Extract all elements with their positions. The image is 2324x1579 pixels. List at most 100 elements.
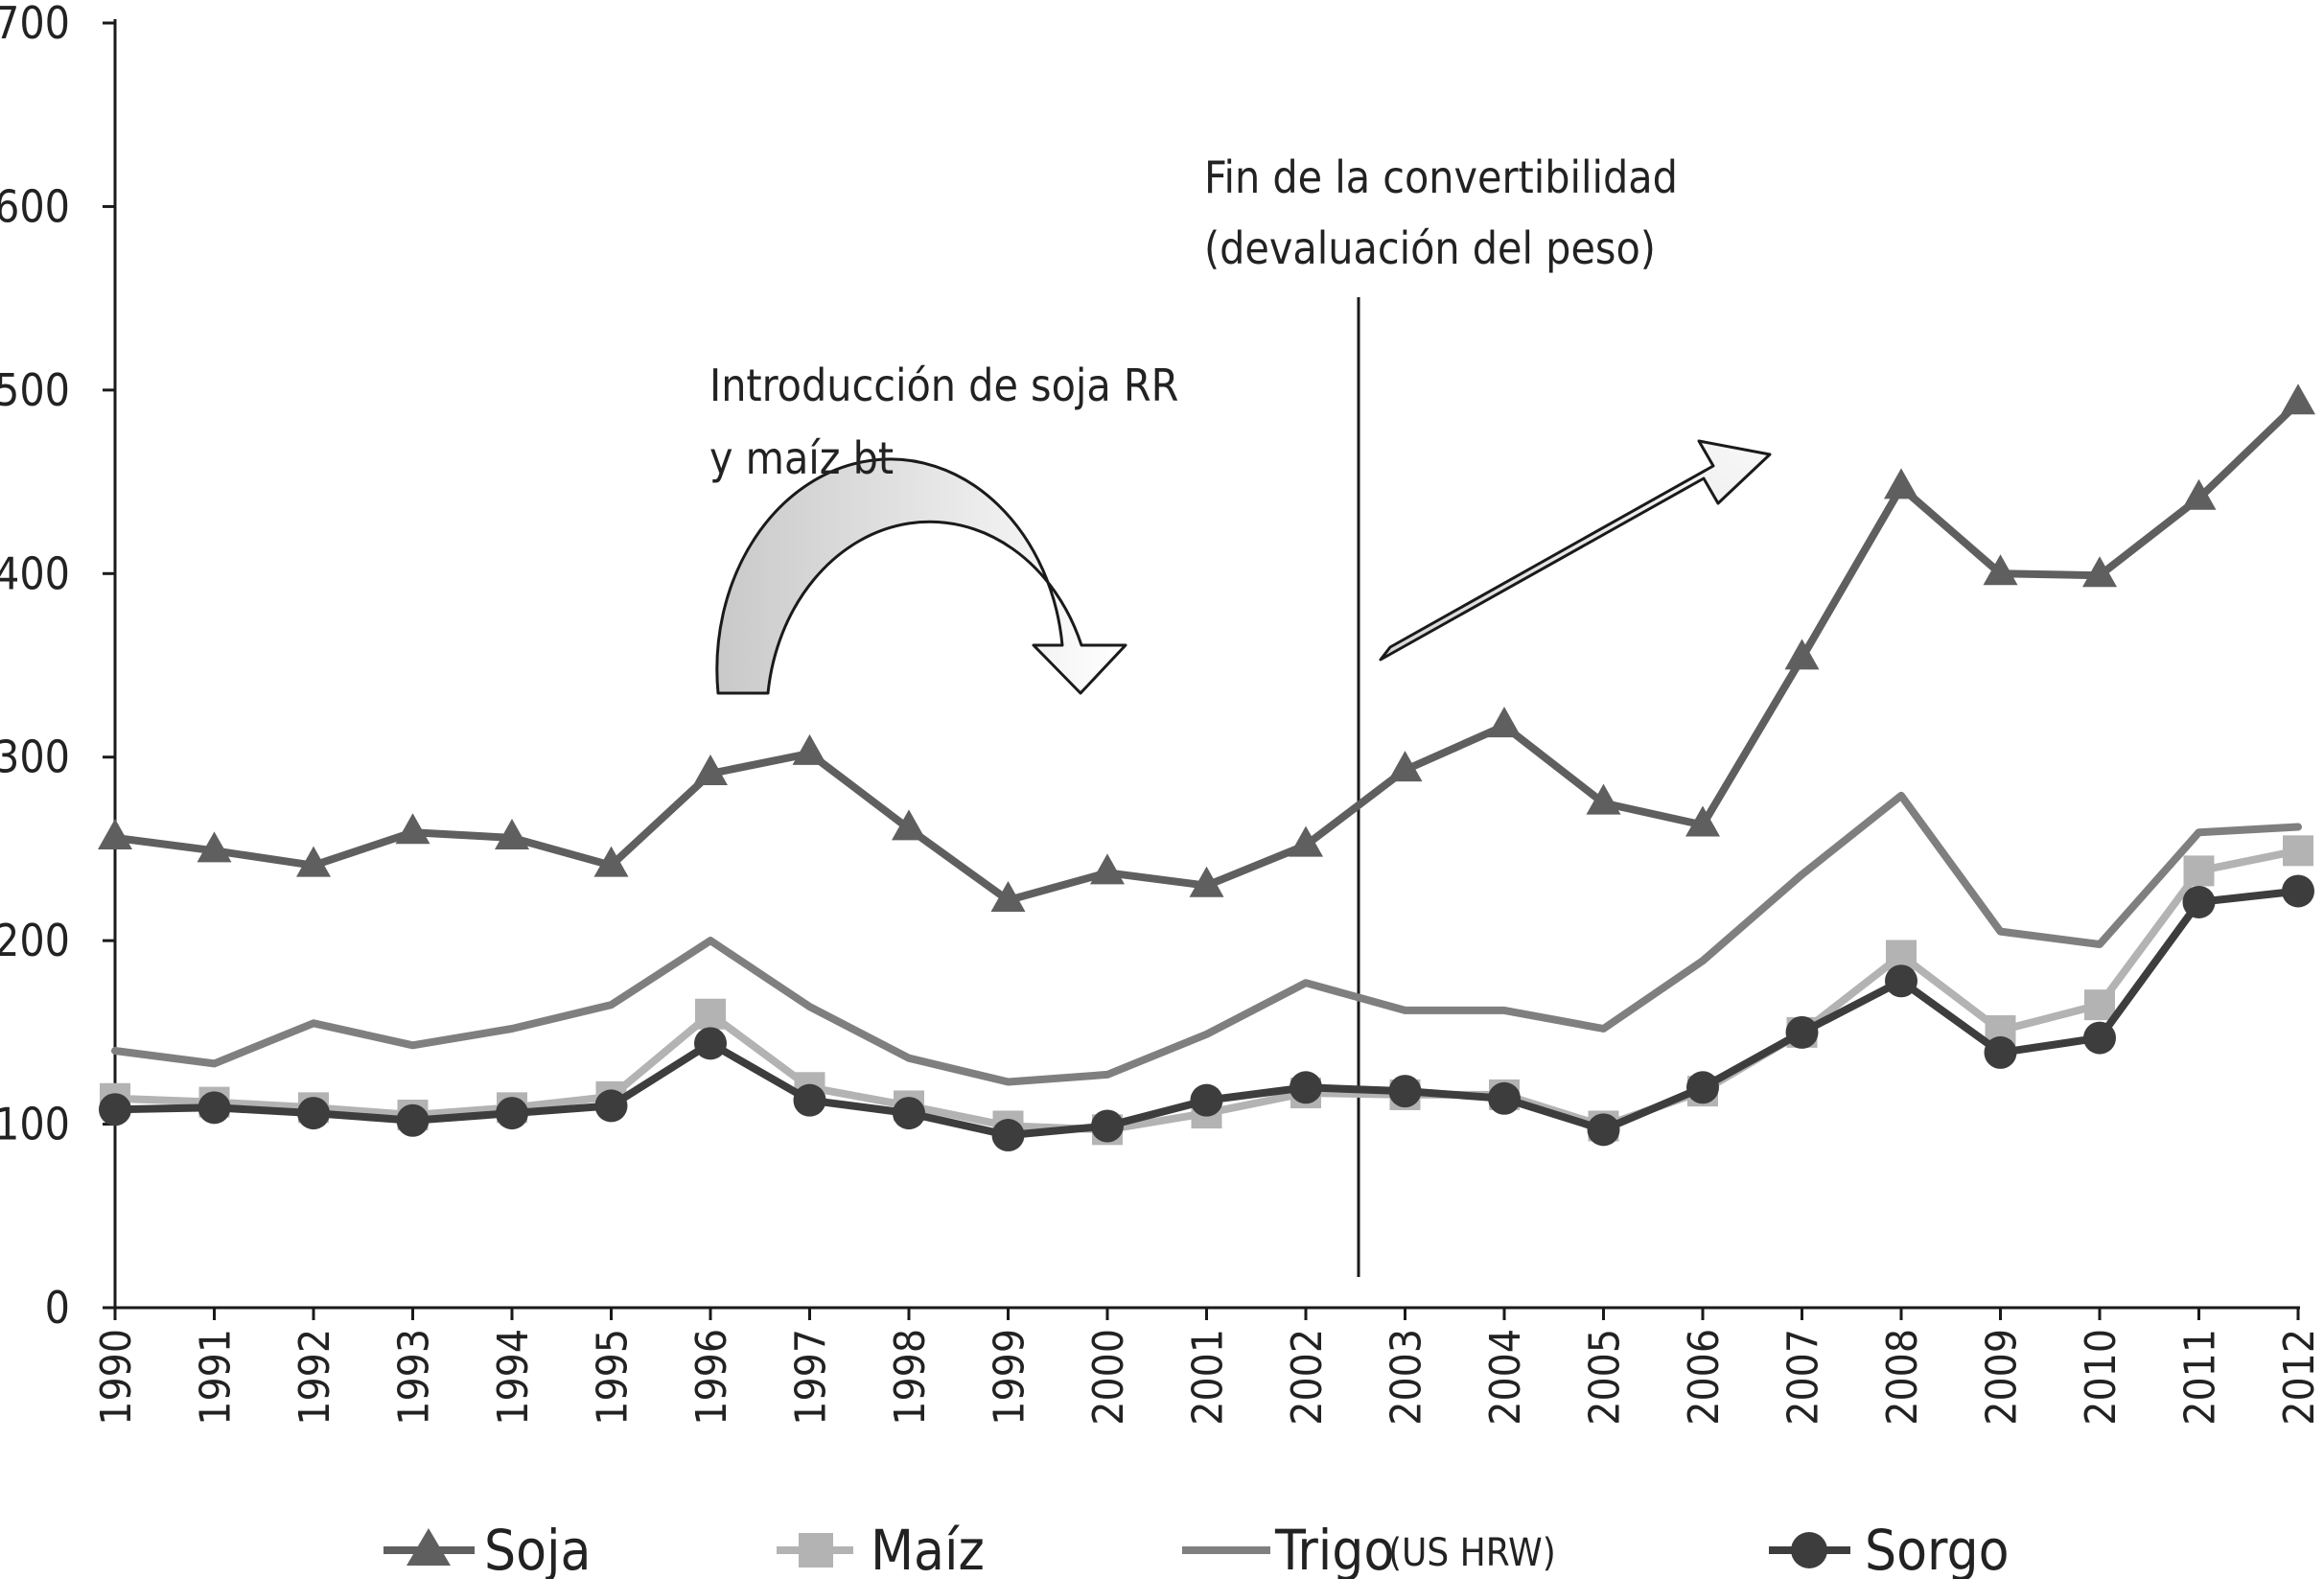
y-tick-label: 100 — [0, 1099, 70, 1150]
x-tick-label: 2000 — [1084, 1329, 1133, 1426]
legend-label-soja: Soja — [484, 1518, 592, 1579]
data-point-soja — [98, 818, 132, 849]
x-tick-label: 1994 — [489, 1329, 538, 1426]
data-point-maiz — [695, 998, 726, 1030]
data-point-soja — [1289, 825, 1323, 857]
annotation-introduccion-line2: y maíz bt — [709, 432, 894, 484]
data-point-sorgo — [1488, 1081, 1521, 1115]
legend-item-trigo: Trigo (US HRW) — [1182, 1518, 1556, 1579]
data-point-soja — [1983, 554, 2018, 586]
y-tick-label: 600 — [0, 180, 70, 232]
y-tick-label: 300 — [0, 731, 70, 783]
legend-label-trigo: Trigo — [1274, 1518, 1394, 1579]
straight-arrow-annotation — [1379, 439, 1772, 662]
data-point-soja — [2281, 383, 2315, 415]
data-point-soja — [1090, 853, 1125, 885]
x-tick-label: 1997 — [787, 1329, 836, 1426]
data-point-sorgo — [1091, 1109, 1124, 1143]
series-layer — [98, 383, 2315, 1152]
x-tick-label: 2011 — [2176, 1329, 2225, 1426]
data-point-sorgo — [198, 1091, 231, 1125]
data-point-soja — [1586, 783, 1621, 815]
data-point-sorgo — [1190, 1083, 1223, 1117]
legend-label-maiz: Maíz — [871, 1518, 985, 1579]
data-point-soja — [1884, 468, 1918, 499]
data-point-soja — [792, 733, 827, 765]
y-tick-label: 400 — [0, 547, 70, 599]
legend-label-sorgo: Sorgo — [1865, 1518, 2010, 1579]
x-tick-label: 1991 — [192, 1329, 241, 1426]
data-point-soja — [197, 831, 232, 863]
x-tick-label: 1995 — [589, 1329, 638, 1426]
series-soja — [98, 383, 2315, 913]
data-point-sorgo — [1686, 1071, 1719, 1104]
x-axis-ticks: 1990 1991 1992 1993 1994 1995 1996 1997 1998 1999… — [92, 1308, 2324, 1426]
data-point-sorgo — [2182, 885, 2216, 918]
legend: Soja Maíz Trigo (US HRW) Sorgo — [383, 1518, 2010, 1579]
x-tick-label: 2012 — [2275, 1329, 2324, 1426]
annotation-introduccion-line1: Introducción de soja RR — [709, 360, 1178, 411]
x-tick-label: 2002 — [1283, 1329, 1332, 1426]
triangle-marker-icon — [407, 1528, 451, 1566]
data-point-sorgo — [1984, 1035, 2017, 1069]
y-tick-label: 0 — [45, 1282, 70, 1334]
series-trigo — [111, 791, 2302, 1086]
x-tick-label: 2010 — [2077, 1329, 2126, 1426]
data-point-maiz — [2183, 855, 2215, 887]
data-point-sorgo — [594, 1089, 628, 1123]
data-point-soja — [395, 813, 430, 845]
circle-marker-icon — [1791, 1532, 1827, 1568]
series-sorgo — [99, 874, 2314, 1152]
data-point-soja — [892, 809, 926, 841]
data-point-sorgo — [2083, 1021, 2116, 1055]
legend-item-sorgo: Sorgo — [1769, 1518, 2010, 1579]
data-point-soja — [1487, 707, 1522, 738]
x-tick-label: 2003 — [1383, 1329, 1431, 1426]
annotation-convertibilidad-line1: Fin de la convertibilidad — [1204, 151, 1678, 203]
data-point-soja — [1387, 751, 1423, 782]
data-point-soja — [495, 818, 529, 849]
series-line-trigo — [111, 791, 2302, 1086]
data-point-sorgo — [991, 1119, 1025, 1152]
series-line-soja — [111, 399, 2302, 904]
data-point-soja — [296, 846, 331, 877]
x-tick-label: 1998 — [886, 1329, 935, 1426]
y-axis-ticks: 0 100 200 300 400 500 600 700 — [0, 0, 115, 1334]
data-point-sorgo — [99, 1093, 131, 1126]
legend-item-maiz: Maíz — [777, 1518, 985, 1579]
x-tick-label: 1996 — [687, 1329, 736, 1426]
data-point-sorgo — [694, 1027, 727, 1060]
curved-arrow-annotation — [715, 457, 1127, 695]
data-point-maiz — [2084, 989, 2115, 1021]
y-tick-label: 500 — [0, 364, 70, 416]
y-tick-label: 700 — [0, 0, 70, 49]
data-point-sorgo — [893, 1097, 925, 1130]
data-point-sorgo — [297, 1097, 330, 1130]
x-tick-label: 2008 — [1878, 1329, 1927, 1426]
data-point-sorgo — [1885, 964, 1917, 998]
x-tick-label: 2001 — [1184, 1329, 1233, 1426]
data-point-soja — [1784, 639, 1820, 670]
data-point-sorgo — [2282, 874, 2314, 908]
data-point-soja — [693, 754, 728, 785]
legend-label-trigo-suffix: (US HRW) — [1388, 1531, 1556, 1575]
x-tick-label: 2005 — [1581, 1329, 1630, 1426]
data-point-maiz — [2283, 835, 2313, 867]
data-point-sorgo — [1388, 1075, 1422, 1108]
x-tick-label: 2004 — [1481, 1329, 1530, 1426]
square-marker-icon — [799, 1533, 833, 1567]
x-tick-label: 1992 — [290, 1329, 339, 1426]
x-tick-label: 1999 — [986, 1329, 1034, 1426]
data-point-sorgo — [793, 1083, 826, 1117]
annotation-convertibilidad-line2: (devaluación del peso) — [1204, 222, 1656, 274]
data-point-sorgo — [1785, 1015, 1819, 1049]
data-point-sorgo — [1587, 1113, 1620, 1147]
data-point-soja — [593, 846, 629, 877]
data-point-sorgo — [496, 1097, 528, 1130]
legend-item-soja: Soja — [383, 1518, 592, 1579]
data-point-sorgo — [396, 1103, 430, 1137]
data-point-soja — [1189, 866, 1224, 897]
x-tick-label: 1990 — [92, 1329, 141, 1426]
x-tick-label: 2006 — [1680, 1329, 1729, 1426]
